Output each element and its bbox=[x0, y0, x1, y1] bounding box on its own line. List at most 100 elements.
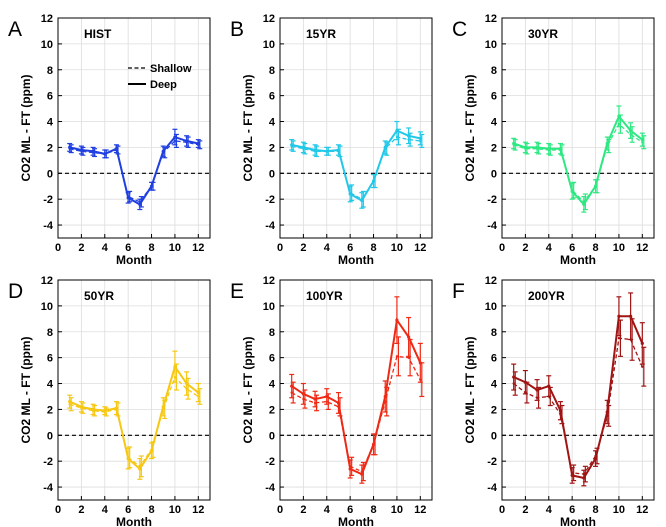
x-tick-label: 10 bbox=[169, 242, 181, 254]
y-tick-label: 2 bbox=[269, 404, 275, 416]
series-solid bbox=[67, 350, 201, 480]
series-line-solid bbox=[513, 114, 643, 207]
y-tick-label: 12 bbox=[485, 275, 497, 287]
series-line-dashed bbox=[513, 123, 643, 203]
panel-title: 50YR bbox=[84, 289, 114, 303]
panel-b: 0 2 4 6 8 10 12 -4 -2 0 2 4 6 8 10 12 Month CO2 ML - FT (… bbox=[230, 13, 433, 267]
data-point bbox=[371, 442, 376, 446]
x-tick-label: 12 bbox=[192, 504, 204, 516]
data-point bbox=[313, 148, 317, 152]
y-tick-label: -4 bbox=[487, 482, 498, 494]
data-point bbox=[582, 476, 586, 480]
data-point bbox=[103, 152, 107, 156]
axes-frame bbox=[57, 279, 211, 501]
x-tick-label: 0 bbox=[499, 242, 505, 254]
y-axis-label: CO2 ML - FT (ppm) bbox=[19, 74, 33, 181]
x-tick-label: 10 bbox=[391, 504, 403, 516]
y-tick-label: -4 bbox=[265, 482, 276, 494]
y-tick-label: -2 bbox=[487, 456, 497, 468]
data-point bbox=[640, 138, 644, 142]
x-tick-label: 8 bbox=[148, 242, 154, 254]
panel-f: 0 2 4 6 8 10 12 -4 -2 0 2 4 6 8 10 12 Month CO2 ML - FT (… bbox=[452, 275, 655, 527]
x-tick-label: 8 bbox=[370, 504, 376, 516]
data-point bbox=[535, 145, 539, 150]
axes-frame bbox=[501, 17, 655, 239]
data-point bbox=[558, 147, 563, 151]
data-point bbox=[336, 401, 341, 405]
y-axis-label: CO2 ML - FT (ppm) bbox=[463, 74, 477, 181]
x-tick-label: 2 bbox=[300, 242, 306, 254]
data-point bbox=[593, 184, 598, 188]
series-dashed bbox=[290, 128, 425, 208]
panel-c: 0 2 4 6 8 10 12 -4 -2 0 2 4 6 8 10 12 Month CO2 ML - FT (… bbox=[452, 13, 655, 267]
legend-label-shallow: Shallow bbox=[150, 63, 192, 75]
x-tick-label: 2 bbox=[78, 504, 84, 516]
data-point bbox=[173, 365, 177, 369]
x-tick-label: 6 bbox=[569, 242, 575, 254]
data-point bbox=[149, 449, 154, 453]
y-tick-label: -2 bbox=[265, 456, 275, 468]
x-tick-label: 8 bbox=[370, 242, 376, 254]
data-point bbox=[640, 341, 644, 346]
data-point bbox=[91, 149, 95, 153]
series-line-solid bbox=[291, 129, 421, 202]
x-tick-label: 0 bbox=[55, 504, 61, 516]
y-tick-label: 10 bbox=[485, 301, 497, 313]
panel-letter: A bbox=[8, 18, 22, 41]
data-point bbox=[79, 405, 83, 409]
data-point bbox=[617, 314, 621, 318]
y-tick-label: 2 bbox=[269, 142, 275, 154]
y-tick-label: 6 bbox=[47, 91, 53, 103]
series-line-solid bbox=[69, 364, 199, 471]
data-point bbox=[629, 314, 633, 318]
x-tick-label: 6 bbox=[347, 242, 353, 254]
data-point bbox=[547, 147, 551, 151]
x-tick-label: 8 bbox=[592, 504, 598, 516]
series-solid bbox=[67, 128, 201, 211]
y-tick-label: 10 bbox=[263, 39, 275, 51]
data-point bbox=[68, 145, 72, 150]
y-tick-label: 8 bbox=[269, 65, 275, 77]
series-line-solid bbox=[69, 135, 199, 206]
x-axis-label: Month bbox=[338, 253, 374, 267]
y-tick-label: 0 bbox=[491, 168, 497, 180]
x-tick-label: 0 bbox=[55, 242, 61, 254]
x-axis-label: Month bbox=[560, 253, 596, 267]
data-point bbox=[114, 147, 119, 151]
data-point bbox=[547, 384, 551, 388]
y-tick-label: 6 bbox=[269, 353, 275, 365]
series-solid bbox=[511, 292, 645, 487]
data-point bbox=[348, 467, 352, 471]
x-axis-label: Month bbox=[116, 515, 152, 527]
data-point bbox=[383, 145, 387, 150]
series-line-dashed bbox=[69, 375, 199, 468]
x-tick-label: 0 bbox=[277, 242, 283, 254]
data-point bbox=[161, 405, 165, 409]
x-tick-label: 6 bbox=[125, 504, 131, 516]
axes-frame bbox=[279, 17, 433, 239]
data-point bbox=[301, 145, 305, 150]
x-axis-label: Month bbox=[338, 515, 374, 527]
x-tick-label: 12 bbox=[192, 242, 204, 254]
y-tick-label: 2 bbox=[491, 142, 497, 154]
x-tick-label: 10 bbox=[613, 504, 625, 516]
x-axis-label: Month bbox=[560, 515, 596, 527]
y-tick-label: 12 bbox=[41, 275, 53, 287]
y-tick-label: 0 bbox=[269, 430, 275, 442]
panel-title: 200YR bbox=[528, 289, 565, 303]
series-line-dashed bbox=[291, 136, 421, 201]
data-point bbox=[301, 392, 305, 396]
data-point bbox=[570, 473, 574, 478]
data-point bbox=[348, 192, 352, 196]
data-point bbox=[196, 390, 200, 395]
series-line-solid bbox=[513, 315, 644, 480]
data-point bbox=[91, 407, 95, 412]
series-dashed bbox=[512, 318, 647, 483]
y-tick-label: 4 bbox=[491, 117, 498, 129]
data-point bbox=[325, 394, 329, 399]
panel-e: 0 2 4 6 8 10 12 -4 -2 0 2 4 6 8 10 12 Month CO2 ML - FT (… bbox=[230, 275, 433, 527]
y-tick-label: -2 bbox=[487, 194, 497, 206]
data-point bbox=[593, 456, 598, 461]
data-point bbox=[103, 409, 107, 413]
data-point bbox=[570, 189, 574, 194]
